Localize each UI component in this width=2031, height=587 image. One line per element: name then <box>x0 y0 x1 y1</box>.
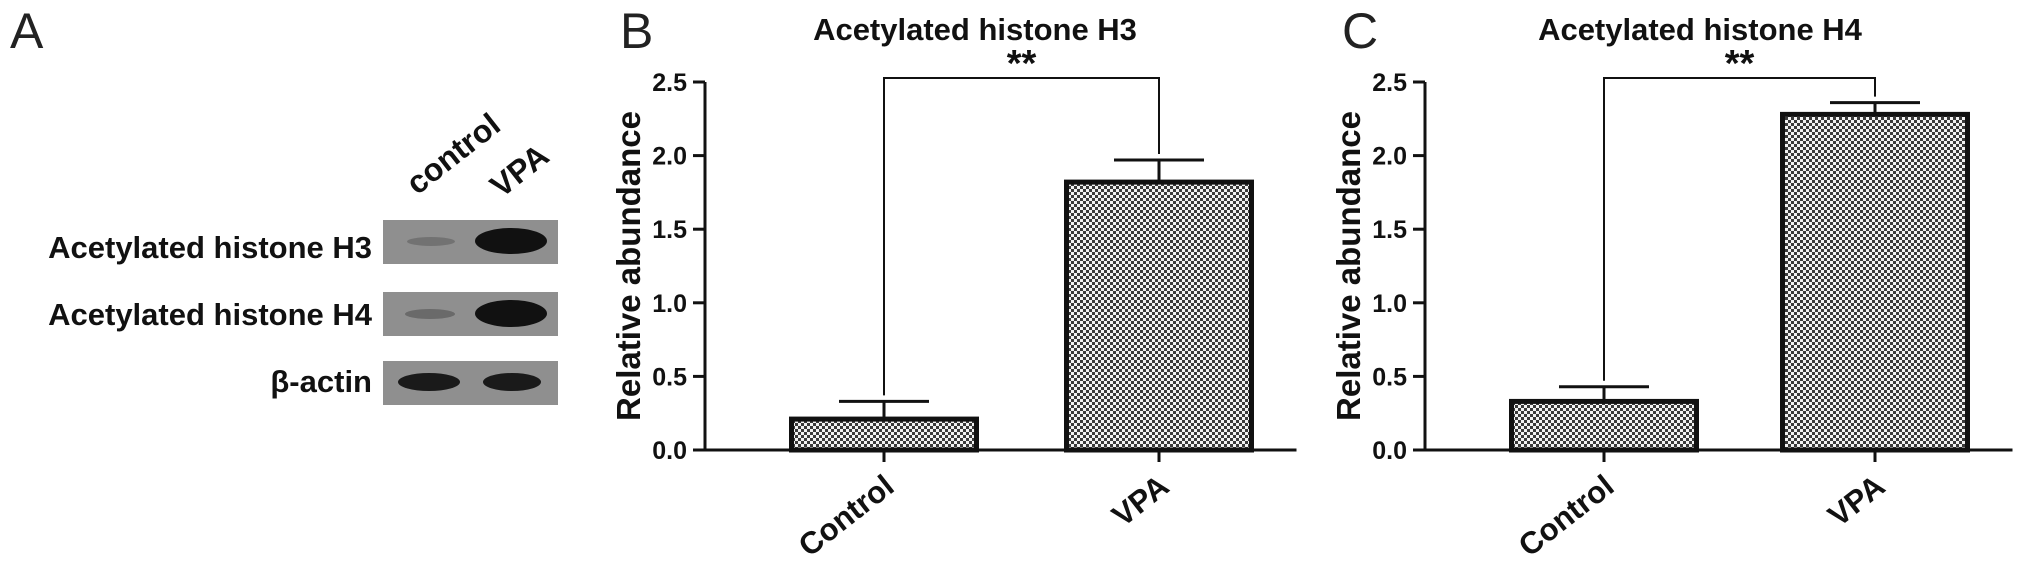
significance-label: ** <box>1725 43 1755 85</box>
bar <box>789 416 979 453</box>
blot-strip-h3 <box>383 220 558 264</box>
y-tick-label: 0.0 <box>1372 437 1407 465</box>
y-tick-label: 2.0 <box>1372 143 1407 171</box>
blot-strip-actin <box>383 361 558 405</box>
chart-c: Acetylated histone H4 Relative abundance0… <box>1330 12 2013 563</box>
blot-row-label-actin: β-actin <box>270 364 372 399</box>
significance-bracket <box>1603 77 1876 381</box>
blot-band-actin-vpa <box>483 373 541 391</box>
panel-c-letter: C <box>1342 3 1379 59</box>
blot-band-h4-control <box>405 309 455 319</box>
x-tick-label: VPA <box>1821 468 1891 533</box>
x-tick-label: Control <box>792 468 900 563</box>
y-tick-label: 0.5 <box>652 363 687 391</box>
x-tick-label: Control <box>1512 468 1620 563</box>
panel-b-letter: B <box>620 3 654 59</box>
blot-strip-h4 <box>383 292 558 336</box>
x-tick-label: VPA <box>1105 468 1175 533</box>
significance-bracket <box>883 77 1160 396</box>
significance-label: ** <box>1007 43 1037 85</box>
bar <box>1780 111 1970 453</box>
blot-band-h3-control <box>407 237 455 246</box>
y-tick-label: 0.0 <box>652 437 687 465</box>
y-tick-label: 1.5 <box>1372 216 1407 244</box>
blot-row-label-h3: Acetylated histone H3 <box>48 230 372 265</box>
y-tick-label: 1.0 <box>1372 290 1407 318</box>
bar <box>1509 398 1699 453</box>
y-tick-label: 2.5 <box>1372 69 1407 97</box>
y-tick-label: 2.5 <box>652 69 687 97</box>
panel-a-letter: A <box>10 3 44 59</box>
y-axis-label: Relative abundance <box>1330 111 1367 421</box>
y-tick-label: 1.5 <box>652 216 687 244</box>
y-tick-label: 0.5 <box>1372 363 1407 391</box>
chart-title: Acetylated histone H4 <box>1538 12 1863 47</box>
blot-band-h4-vpa <box>475 300 547 327</box>
y-axis-label: Relative abundance <box>610 111 647 421</box>
chart-b: Acetylated histone H3 Relative abundance0… <box>610 12 1297 563</box>
bar <box>1064 179 1254 453</box>
blot-row-label-h4: Acetylated histone H4 <box>48 297 372 332</box>
blot-band-h3-vpa <box>475 228 547 254</box>
chart-title: Acetylated histone H3 <box>813 12 1137 47</box>
y-tick-label: 2.0 <box>652 143 687 171</box>
y-tick-label: 1.0 <box>652 290 687 318</box>
blot-band-actin-control <box>398 373 460 391</box>
